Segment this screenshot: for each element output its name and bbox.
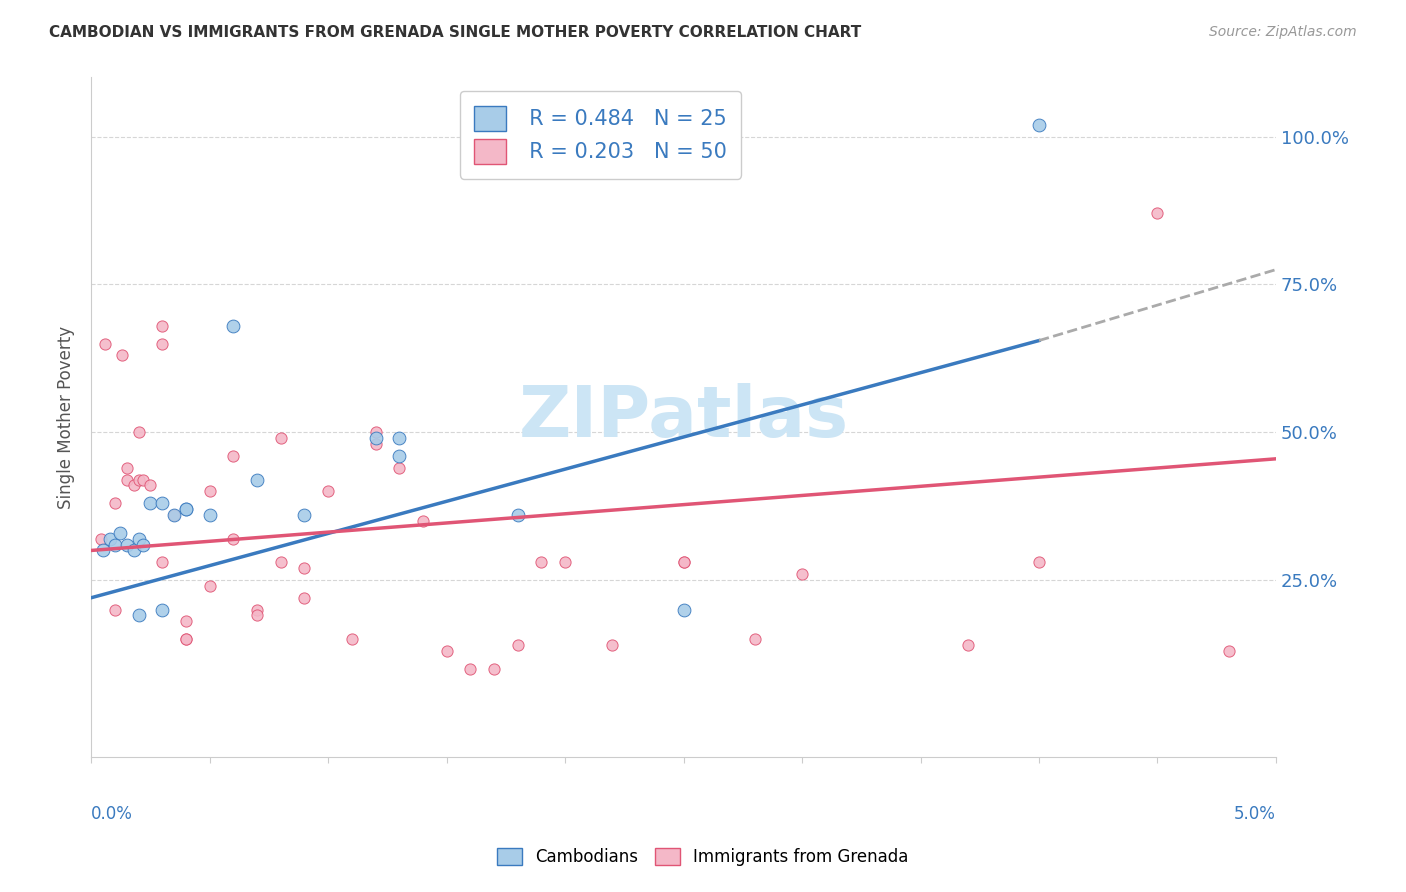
Text: 0.0%: 0.0% [91,805,134,823]
Point [364,431,387,445]
Point [458,662,481,676]
Point [128,425,150,440]
Point [163,508,186,522]
Legend: Cambodians, Immigrants from Grenada: Cambodians, Immigrants from Grenada [489,840,917,875]
Point [554,555,576,569]
Point [150,318,173,333]
Point [1146,206,1168,220]
Point [222,318,245,333]
Point [174,502,197,516]
Point [1218,644,1240,658]
Point [198,508,221,522]
Point [104,496,127,510]
Point [672,555,695,569]
Point [956,638,979,652]
Text: ZIPatlas: ZIPatlas [519,383,849,452]
Point [174,615,197,629]
Point [174,502,197,516]
Point [115,460,138,475]
Point [94,336,117,351]
Point [91,543,114,558]
Point [246,608,269,623]
Point [246,602,269,616]
Point [388,449,411,463]
Point [482,662,505,676]
Point [150,602,173,616]
Text: CAMBODIAN VS IMMIGRANTS FROM GRENADA SINGLE MOTHER POVERTY CORRELATION CHART: CAMBODIAN VS IMMIGRANTS FROM GRENADA SIN… [49,25,862,40]
Point [672,602,695,616]
Point [128,608,150,623]
Point [163,508,186,522]
Point [602,638,624,652]
Point [506,638,529,652]
Point [270,431,292,445]
Point [139,496,162,510]
Point [90,532,112,546]
Point [150,555,173,569]
Point [364,425,387,440]
Point [198,484,221,499]
Text: 5.0%: 5.0% [1234,805,1277,823]
Point [174,632,197,647]
Point [1028,118,1050,132]
Point [115,537,138,551]
Point [1028,555,1050,569]
Point [294,508,316,522]
Point [174,632,197,647]
Point [104,537,127,551]
Point [98,532,121,546]
Point [294,591,316,605]
Point [316,484,339,499]
Point [340,632,363,647]
Point [115,473,138,487]
Text: Source: ZipAtlas.com: Source: ZipAtlas.com [1209,25,1357,39]
Point [104,602,127,616]
Point [128,532,150,546]
Point [270,555,292,569]
Point [139,478,162,492]
Point [436,644,458,658]
Point [122,478,145,492]
Point [108,525,131,540]
Point [388,431,411,445]
Point [111,348,134,362]
Point [294,561,316,575]
Point [222,532,245,546]
Point [530,555,553,569]
Point [506,508,529,522]
Point [198,579,221,593]
Point [128,473,150,487]
Point [150,336,173,351]
Point [364,437,387,451]
Point [150,496,173,510]
Y-axis label: Single Mother Poverty: Single Mother Poverty [58,326,75,509]
Point [132,473,155,487]
Legend:   R = 0.484   N = 25,   R = 0.203   N = 50: R = 0.484 N = 25, R = 0.203 N = 50 [460,91,741,178]
Point [790,567,813,582]
Point [388,460,411,475]
Point [246,473,269,487]
Point [744,632,766,647]
Point [122,543,145,558]
Point [132,537,155,551]
Point [222,449,245,463]
Point [412,514,434,528]
Point [672,555,695,569]
